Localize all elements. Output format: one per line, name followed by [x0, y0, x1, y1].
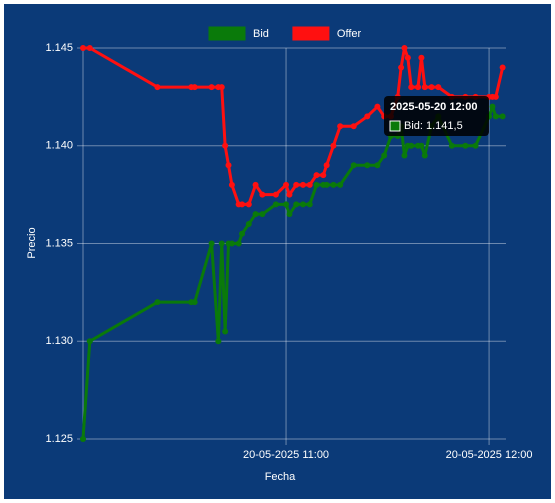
data-point — [408, 142, 415, 149]
data-point — [252, 211, 259, 218]
data-point — [323, 181, 330, 188]
data-point — [245, 201, 252, 208]
data-point — [337, 123, 344, 130]
data-point — [154, 299, 161, 306]
data-point — [401, 152, 408, 159]
legend-label: Offer — [337, 28, 362, 40]
data-point — [80, 45, 86, 51]
data-point — [191, 299, 198, 306]
legend-label: Bid — [253, 28, 269, 40]
data-point — [86, 338, 93, 345]
y-tick-label: 1.130 — [45, 335, 73, 347]
background — [4, 4, 551, 499]
x-tick-label: 20-05-2025 12:00 — [446, 449, 533, 461]
y-tick-label: 1.145 — [45, 42, 73, 54]
data-point — [492, 93, 499, 100]
y-axis-title: Precio — [26, 227, 38, 258]
tooltip-swatch — [389, 120, 401, 132]
data-point — [208, 84, 215, 91]
data-point — [306, 181, 313, 188]
data-point — [435, 84, 442, 91]
data-point — [86, 45, 93, 51]
data-point — [415, 84, 422, 91]
data-point — [239, 201, 246, 208]
data-point — [472, 142, 479, 149]
data-point — [235, 240, 242, 247]
data-point — [421, 152, 428, 159]
data-point — [364, 162, 371, 169]
data-point — [408, 84, 415, 91]
x-axis-title: Fecha — [265, 471, 296, 483]
data-point — [208, 240, 215, 247]
data-point — [330, 181, 337, 188]
data-point — [299, 201, 306, 208]
data-point — [222, 328, 229, 335]
data-point — [320, 172, 327, 179]
data-point — [350, 162, 357, 169]
data-point — [259, 191, 266, 198]
data-point — [418, 142, 425, 149]
data-point — [286, 211, 293, 218]
data-point — [418, 54, 425, 61]
data-point — [239, 230, 246, 237]
data-point — [80, 436, 86, 442]
data-point — [245, 220, 252, 227]
data-point — [218, 84, 225, 91]
tooltip-box — [384, 96, 489, 136]
legend-swatch — [292, 26, 330, 41]
data-point — [313, 172, 320, 179]
data-point — [299, 181, 306, 188]
data-point — [404, 54, 411, 61]
data-point — [448, 142, 455, 149]
tooltip-title: 2025-05-20 12:00 — [390, 101, 477, 113]
data-point — [283, 201, 290, 208]
data-point — [222, 142, 229, 149]
data-point — [272, 201, 279, 208]
data-point — [492, 113, 499, 120]
data-point — [421, 84, 428, 91]
data-point — [218, 240, 225, 247]
data-point — [350, 123, 357, 130]
data-point — [330, 142, 337, 149]
data-point — [293, 181, 300, 188]
y-tick-label: 1.135 — [45, 237, 73, 249]
data-point — [293, 201, 300, 208]
y-tick-label: 1.125 — [45, 433, 73, 445]
data-point — [272, 191, 279, 198]
data-point — [154, 84, 161, 91]
y-tick-label: 1.140 — [45, 140, 73, 152]
data-point — [398, 64, 405, 71]
data-point — [374, 162, 381, 169]
data-point — [323, 162, 330, 169]
tooltip: 2025-05-20 12:00 Bid: 1.141,5 — [384, 96, 489, 136]
data-point — [499, 64, 506, 71]
data-point — [337, 181, 344, 188]
x-tick-label: 20-05-2025 11:00 — [243, 449, 329, 461]
data-point — [313, 181, 320, 188]
legend-swatch — [208, 26, 246, 41]
tooltip-label: Bid: 1.141,5 — [404, 120, 463, 132]
data-point — [499, 113, 506, 120]
data-point — [462, 142, 469, 149]
data-point — [401, 45, 408, 51]
data-point — [489, 103, 496, 110]
data-point — [286, 191, 293, 198]
data-point — [228, 181, 235, 188]
data-point — [215, 338, 222, 345]
data-point — [252, 181, 259, 188]
data-point — [225, 162, 232, 169]
data-point — [381, 152, 388, 159]
data-point — [228, 240, 235, 247]
data-point — [259, 211, 266, 218]
data-point — [374, 103, 381, 110]
data-point — [191, 84, 198, 91]
data-point — [428, 84, 435, 91]
data-point — [364, 113, 371, 120]
data-point — [283, 181, 290, 188]
data-point — [306, 201, 313, 208]
